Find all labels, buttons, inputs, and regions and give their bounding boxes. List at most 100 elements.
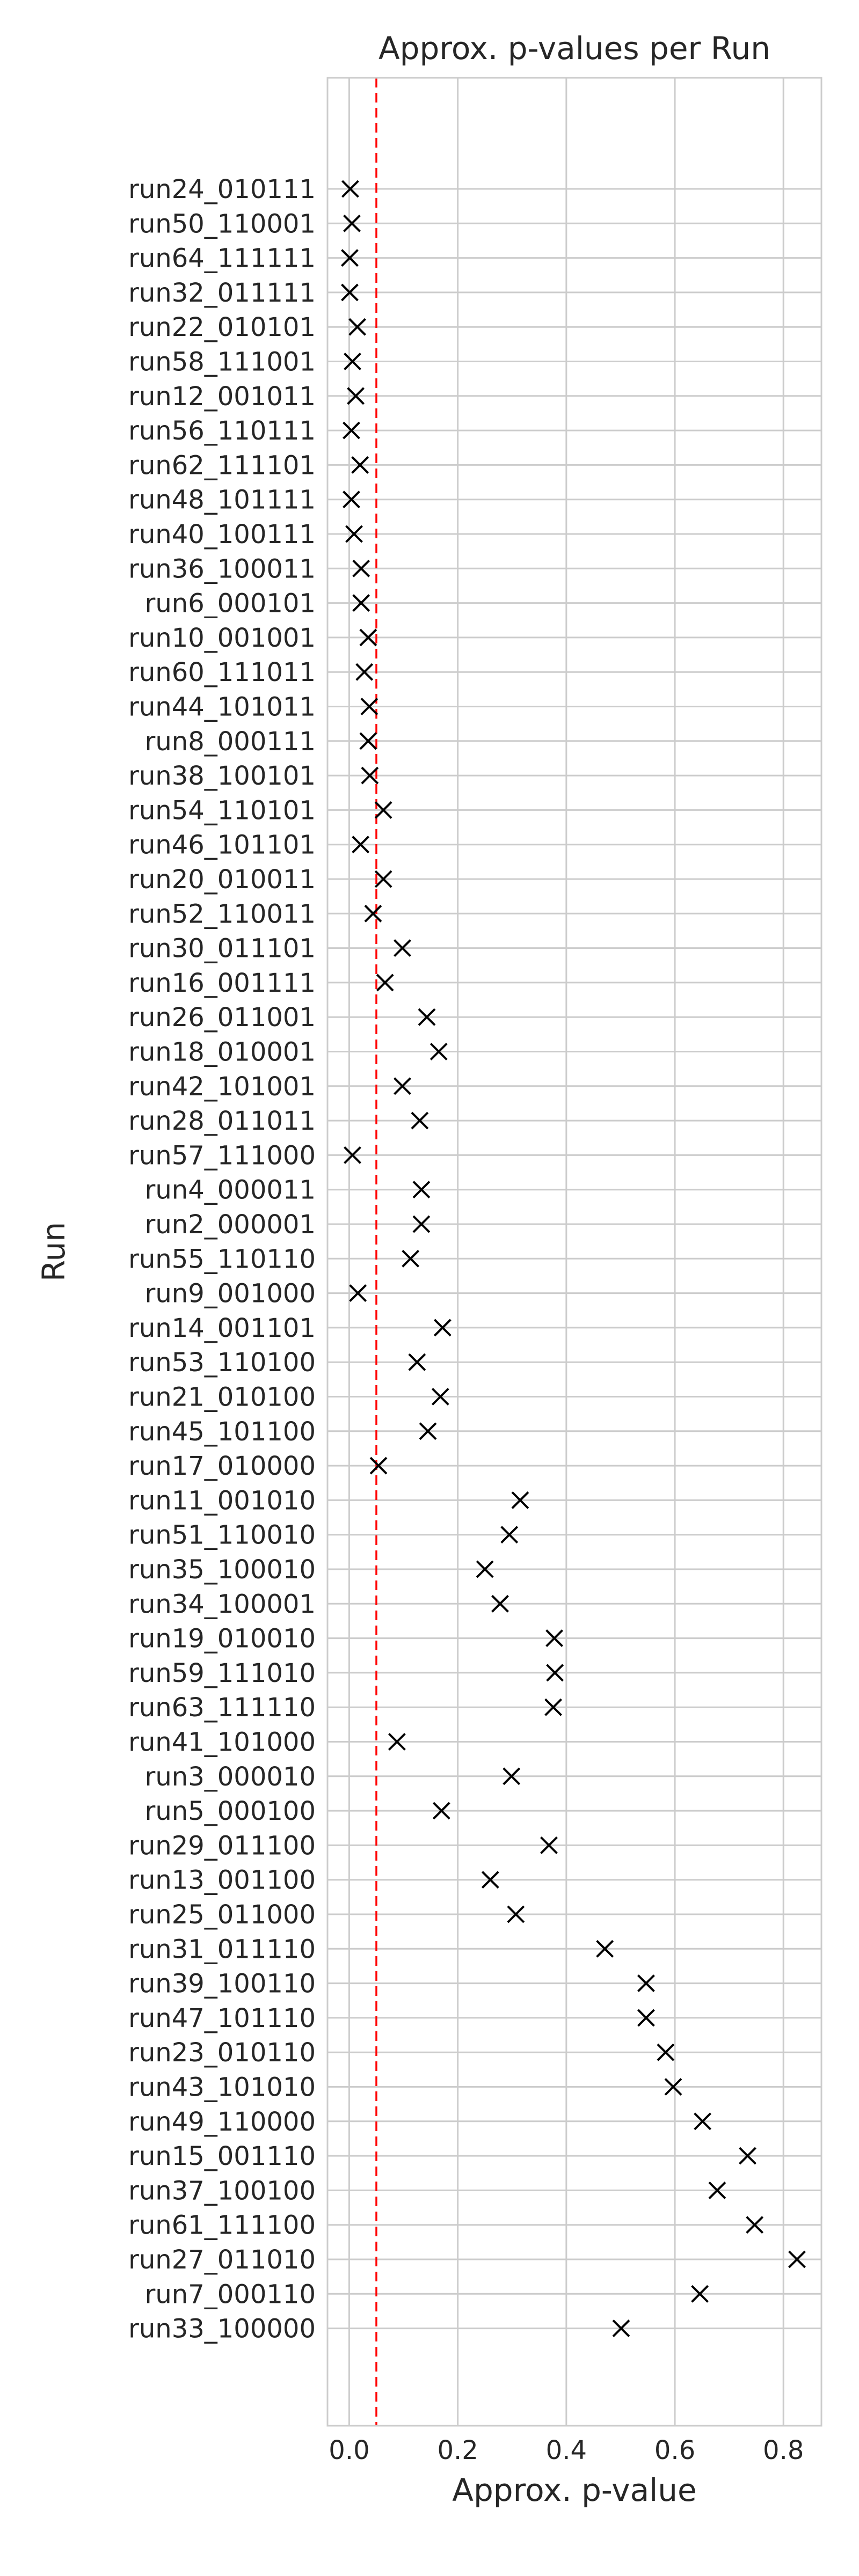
data-point-marker bbox=[355, 663, 374, 681]
y-tick-label: run56_110111 bbox=[128, 416, 316, 446]
data-point-marker bbox=[637, 1974, 655, 1993]
data-point-marker bbox=[664, 2078, 682, 2096]
data-point-marker bbox=[430, 1043, 448, 1060]
y-tick-label: run24_010111 bbox=[128, 174, 316, 204]
y-tick-label: run27_011010 bbox=[128, 2245, 316, 2275]
data-point-marker bbox=[359, 628, 377, 647]
data-point-marker bbox=[431, 1388, 449, 1406]
y-tick-label: run54_110101 bbox=[128, 795, 316, 825]
y-tick-label: run8_000111 bbox=[145, 727, 316, 757]
data-point-marker bbox=[546, 1664, 564, 1682]
y-tick-label: run11_001010 bbox=[128, 1485, 316, 1516]
y-tick-label: run50_110001 bbox=[128, 209, 316, 239]
y-tick-label: run32_011111 bbox=[128, 278, 316, 308]
data-point-marker bbox=[411, 1111, 429, 1130]
y-tick-label: run9_001000 bbox=[145, 1279, 316, 1309]
data-point-marker bbox=[351, 456, 369, 474]
y-tick-label: run49_110000 bbox=[128, 2107, 316, 2137]
data-point-marker bbox=[637, 2009, 655, 2027]
data-point-marker bbox=[507, 1905, 525, 1923]
data-point-marker bbox=[343, 421, 360, 440]
y-tick-label: run19_010010 bbox=[128, 1624, 316, 1654]
y-tick-label: run3_000010 bbox=[145, 1762, 316, 1792]
data-point-marker bbox=[341, 283, 359, 302]
data-point-marker bbox=[500, 1526, 519, 1544]
grid-lines bbox=[327, 78, 821, 2426]
y-tick-label: run28_011011 bbox=[128, 1106, 316, 1136]
data-point-marker bbox=[344, 1146, 361, 1164]
data-point-marker bbox=[412, 1181, 431, 1199]
y-tick-label: run23_010110 bbox=[128, 2038, 316, 2068]
data-point-marker bbox=[364, 904, 382, 923]
y-tick-label: run48_101111 bbox=[128, 485, 316, 515]
y-tick-label: run38_100101 bbox=[128, 761, 316, 791]
data-point-marker bbox=[739, 2147, 756, 2165]
data-point-marker bbox=[352, 559, 370, 577]
chart-title: Approx. p-values per Run bbox=[378, 30, 770, 67]
y-tick-label: run37_100100 bbox=[128, 2176, 316, 2206]
data-point-marker bbox=[432, 1802, 450, 1820]
y-tick-label: run64_111111 bbox=[128, 244, 316, 274]
y-tick-label: run63_111110 bbox=[128, 1693, 316, 1723]
y-tick-label: run12_001011 bbox=[128, 382, 316, 412]
data-point-marker bbox=[476, 1560, 494, 1578]
data-markers bbox=[341, 180, 806, 2338]
data-point-marker bbox=[544, 1698, 562, 1716]
y-tick-label: run29_011100 bbox=[128, 1831, 316, 1861]
data-point-marker bbox=[418, 1008, 436, 1026]
data-point-marker bbox=[433, 1319, 452, 1337]
y-tick-label: run61_111100 bbox=[128, 2211, 316, 2241]
y-tick-labels: run24_010111 run50_110001 run64_111111 run3… bbox=[128, 174, 316, 2344]
data-point-marker bbox=[657, 2043, 675, 2061]
data-point-marker bbox=[545, 1629, 564, 1648]
data-point-marker bbox=[341, 180, 359, 198]
data-point-marker bbox=[408, 1353, 426, 1371]
y-axis-label: Run bbox=[35, 1222, 72, 1282]
data-point-marker bbox=[691, 2285, 709, 2303]
y-tick-label: run10_001001 bbox=[128, 623, 316, 653]
y-tick-label: run42_101001 bbox=[128, 1072, 316, 1102]
y-tick-label: run60_111011 bbox=[128, 657, 316, 687]
data-point-marker bbox=[388, 1733, 406, 1751]
data-point-marker bbox=[376, 974, 394, 992]
data-point-marker bbox=[412, 1215, 431, 1233]
y-tick-label: run7_000110 bbox=[145, 2279, 316, 2309]
data-point-marker bbox=[348, 318, 367, 336]
y-tick-label: run33_100000 bbox=[128, 2314, 316, 2344]
data-point-marker bbox=[360, 698, 378, 715]
y-tick-label: run30_011101 bbox=[128, 934, 316, 964]
y-tick-label: run22_010101 bbox=[128, 312, 316, 342]
y-tick-label: run45_101100 bbox=[128, 1417, 316, 1447]
x-tick-label: 0.0 bbox=[329, 2435, 369, 2465]
y-tick-label: run31_011110 bbox=[128, 1934, 316, 1964]
data-point-marker bbox=[359, 732, 377, 750]
y-tick-label: run4_000011 bbox=[145, 1175, 316, 1205]
data-point-marker bbox=[369, 1457, 388, 1475]
data-point-marker bbox=[347, 387, 365, 405]
data-point-marker bbox=[374, 870, 392, 888]
y-tick-label: run47_101110 bbox=[128, 2003, 316, 2033]
y-tick-label: run36_100011 bbox=[128, 554, 316, 584]
data-point-marker bbox=[694, 2112, 712, 2131]
y-tick-label: run6_000101 bbox=[145, 589, 316, 619]
x-axis-label: Approx. p-value bbox=[452, 2472, 696, 2508]
data-point-marker bbox=[394, 1077, 411, 1095]
data-point-marker bbox=[345, 525, 363, 543]
data-point-marker bbox=[349, 1284, 367, 1302]
y-tick-label: run16_001111 bbox=[128, 968, 316, 998]
data-point-marker bbox=[344, 353, 361, 370]
data-point-marker bbox=[708, 2181, 726, 2199]
y-tick-label: run51_110010 bbox=[128, 1520, 316, 1550]
y-tick-label: run5_000100 bbox=[145, 1796, 316, 1826]
y-tick-label: run25_011000 bbox=[128, 1900, 316, 1930]
y-tick-label: run14_001101 bbox=[128, 1313, 316, 1343]
y-tick-label: run52_110011 bbox=[128, 899, 316, 929]
x-tick-labels: 0.0 0.2 0.4 0.6 0.8 bbox=[329, 2435, 804, 2465]
data-point-marker bbox=[352, 594, 370, 612]
y-tick-label: run41_101000 bbox=[128, 1728, 316, 1758]
y-tick-label: run26_011001 bbox=[128, 1002, 316, 1033]
y-tick-label: run59_111010 bbox=[128, 1658, 316, 1688]
x-tick-label: 0.2 bbox=[437, 2435, 478, 2465]
y-tick-label: run15_001110 bbox=[128, 2141, 316, 2171]
